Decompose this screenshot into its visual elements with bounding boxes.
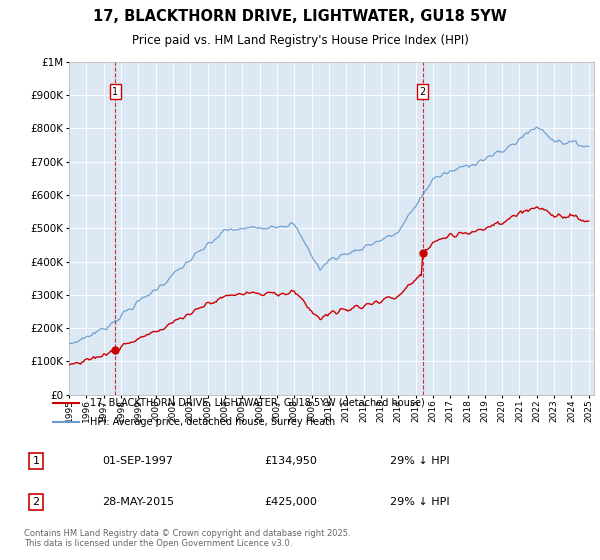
Text: 28-MAY-2015: 28-MAY-2015: [102, 497, 174, 507]
Text: Price paid vs. HM Land Registry's House Price Index (HPI): Price paid vs. HM Land Registry's House …: [131, 34, 469, 47]
Text: HPI: Average price, detached house, Surrey Heath: HPI: Average price, detached house, Surr…: [89, 417, 335, 427]
Text: 01-SEP-1997: 01-SEP-1997: [102, 456, 173, 466]
Text: £134,950: £134,950: [264, 456, 317, 466]
Text: 1: 1: [112, 87, 118, 96]
Text: 17, BLACKTHORN DRIVE, LIGHTWATER, GU18 5YW (detached house): 17, BLACKTHORN DRIVE, LIGHTWATER, GU18 5…: [89, 398, 424, 408]
Text: £425,000: £425,000: [264, 497, 317, 507]
Text: 29% ↓ HPI: 29% ↓ HPI: [390, 497, 449, 507]
Text: Contains HM Land Registry data © Crown copyright and database right 2025.
This d: Contains HM Land Registry data © Crown c…: [24, 529, 350, 548]
Text: 17, BLACKTHORN DRIVE, LIGHTWATER, GU18 5YW: 17, BLACKTHORN DRIVE, LIGHTWATER, GU18 5…: [93, 8, 507, 24]
Text: 2: 2: [32, 497, 40, 507]
Text: 1: 1: [32, 456, 40, 466]
Text: 29% ↓ HPI: 29% ↓ HPI: [390, 456, 449, 466]
Text: 2: 2: [419, 87, 426, 96]
